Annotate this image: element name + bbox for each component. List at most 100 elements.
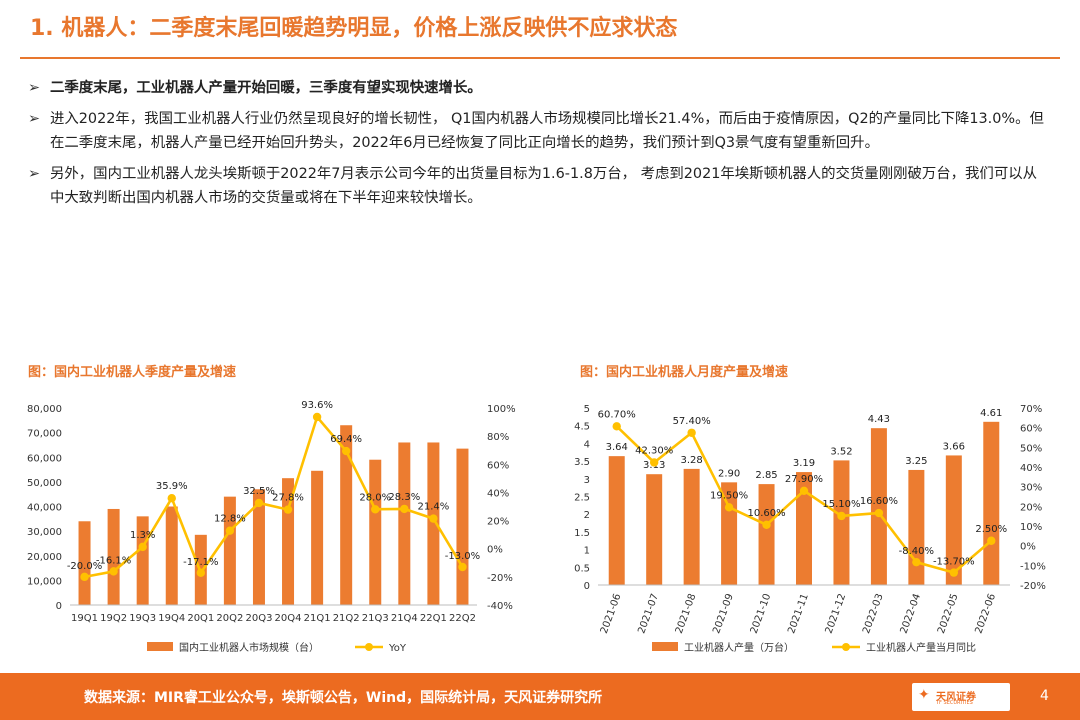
legend-label-line: YoY <box>388 643 407 654</box>
yoy-point <box>687 428 696 437</box>
yoy-point <box>341 446 351 456</box>
yoy-point <box>429 514 438 523</box>
yoy-point <box>912 557 921 567</box>
bar <box>398 442 411 605</box>
yoy-value-label: 69.4% <box>330 434 362 445</box>
quarterly-chart: 0 10,000 20,000 30,000 40,000 50,000 60,000 70,… <box>27 400 516 654</box>
yoy-value-label: 35.9% <box>156 481 188 492</box>
bar-value-label: 4.61 <box>980 408 1002 419</box>
yoy-point <box>167 493 176 503</box>
y-tick-label-right: -10% <box>1020 561 1046 572</box>
y-tick-label-left: 40,000 <box>27 503 62 514</box>
bar <box>758 484 775 585</box>
x-tick-label: 2022-03 <box>861 592 886 635</box>
yoy-point <box>724 503 734 512</box>
yoy-point <box>799 486 809 495</box>
x-tick-label: 2022-05 <box>936 592 961 635</box>
y-tick-label-right: -20% <box>487 573 513 584</box>
yoy-value-label: 57.40% <box>673 416 711 427</box>
x-tick-label: 21Q4 <box>391 613 418 624</box>
yoy-value-label: 42.30% <box>635 445 673 456</box>
legend-label-bar: 工业机器人产量（万台） <box>684 641 794 654</box>
yoy-value-label: -20.0% <box>67 561 102 572</box>
yoy-point <box>80 572 89 582</box>
bullet-text: 进入2022年，我国工业机器人行业仍然呈现良好的增长韧性， Q1国内机器人市场规… <box>50 111 1044 151</box>
x-tick-label: 22Q1 <box>420 613 447 624</box>
bar-value-label: 2.85 <box>755 470 777 481</box>
y-tick-label-right: 20% <box>487 517 509 528</box>
x-tick-label: 19Q3 <box>129 613 156 624</box>
bar <box>646 474 663 585</box>
bar-value-label: 3.25 <box>905 456 927 467</box>
y-tick-label-left: 10,000 <box>27 576 62 587</box>
bar <box>223 496 236 605</box>
yoy-value-label: 15.10% <box>822 499 860 510</box>
y-tick-label-right: 0% <box>487 545 503 556</box>
bar <box>683 468 700 585</box>
bar <box>78 521 91 605</box>
y-tick-label-left: 1.5 <box>574 528 590 539</box>
yoy-value-label: 28.3% <box>388 492 420 503</box>
y-tick-label-right: 70% <box>1020 404 1042 415</box>
logo-subtext: TF SECURITIES <box>936 700 973 706</box>
yoy-point <box>874 508 884 518</box>
x-tick-label: 21Q3 <box>362 613 389 624</box>
bar <box>945 455 962 585</box>
y-tick-label-right: 20% <box>1020 502 1042 513</box>
logo-text: 天风证券 <box>936 692 976 703</box>
x-tick-label: 2021-12 <box>824 592 849 635</box>
bullet-item: ➢ 另外，国内工业机器人龙头埃斯顿于2022年7月表示公司今年的出货量目标为1.… <box>28 162 1048 210</box>
title-divider <box>20 57 1060 59</box>
y-tick-label-right: 30% <box>1020 483 1042 494</box>
bullet-item: ➢ 进入2022年，我国工业机器人行业仍然呈现良好的增长韧性， Q1国内机器人市… <box>28 107 1048 155</box>
bar-value-label: 3.66 <box>943 441 965 452</box>
legend-swatch-point <box>842 643 850 651</box>
y-tick-label-left: 3.5 <box>574 457 590 468</box>
bar <box>870 428 887 585</box>
yoy-value-label: 1.3% <box>130 530 155 541</box>
page-number: 4 <box>1040 688 1049 704</box>
company-logo: ✦ 天风证券 TF SECURITIES <box>912 683 1010 711</box>
yoy-point <box>196 568 206 577</box>
bar-value-label: 3.28 <box>681 455 703 466</box>
x-tick-label: 2022-04 <box>899 592 924 635</box>
yoy-value-label: -13.70% <box>933 557 975 568</box>
chart-title-quarterly: 图：国内工业机器人季度产量及增速 <box>28 365 237 380</box>
x-tick-label: 20Q1 <box>187 613 214 624</box>
yoy-point <box>109 567 118 576</box>
yoy-value-label: 27.8% <box>272 493 304 504</box>
y-tick-label-left: 70,000 <box>27 429 62 440</box>
logo-icon: ✦ <box>918 687 930 703</box>
x-tick-label: 19Q4 <box>158 613 185 624</box>
yoy-point <box>987 536 996 545</box>
y-tick-label-left: 80,000 <box>27 404 62 415</box>
yoy-value-label: 10.60% <box>747 508 785 519</box>
y-tick-label-left: 4.5 <box>574 422 590 433</box>
yoy-value-label: 19.50% <box>710 490 748 501</box>
y-tick-label-right: -20% <box>1020 581 1046 592</box>
y-tick-label-right: 60% <box>1020 424 1042 435</box>
chart-title-monthly: 图：国内工业机器人月度产量及增速 <box>580 365 789 380</box>
y-tick-label-right: -40% <box>487 601 513 612</box>
x-tick-label: 2021-09 <box>711 592 736 635</box>
yoy-point <box>612 422 621 431</box>
yoy-line <box>84 414 464 579</box>
bar <box>427 442 440 605</box>
data-source: 数据来源：MIR睿工业公众号，埃斯顿公告，Wind，国际统计局，天风证券研究所 <box>84 690 603 706</box>
x-tick-label: 21Q1 <box>304 613 331 624</box>
footer-bar: 数据来源：MIR睿工业公众号，埃斯顿公告，Wind，国际统计局，天风证券研究所 … <box>0 673 1080 720</box>
yoy-point <box>138 542 147 552</box>
y-tick-label-left: 2 <box>584 510 590 521</box>
legend-label-bar: 国内工业机器人市场规模（台） <box>179 641 319 654</box>
y-tick-label-right: 100% <box>487 404 516 415</box>
y-tick-label-right: 0% <box>1020 542 1036 553</box>
legend-swatch-point <box>365 643 373 651</box>
yoy-value-label: 12.8% <box>214 514 246 525</box>
yoy-value-label: 21.4% <box>418 502 450 513</box>
yoy-point <box>458 562 467 572</box>
x-tick-label: 22Q2 <box>449 613 476 624</box>
y-tick-label-left: 5 <box>584 404 590 415</box>
yoy-point <box>225 526 235 535</box>
bar-value-label: 3.64 <box>606 442 628 453</box>
bar <box>983 421 1000 585</box>
